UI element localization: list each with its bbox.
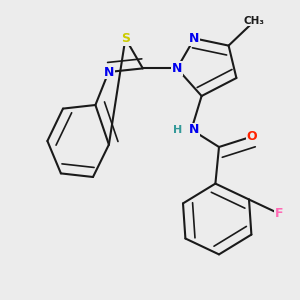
Text: O: O (247, 130, 257, 143)
Text: S: S (121, 32, 130, 45)
Text: F: F (275, 207, 283, 220)
Text: H: H (173, 124, 182, 135)
Text: N: N (103, 65, 114, 79)
Text: N: N (172, 62, 182, 75)
Text: CH₃: CH₃ (244, 16, 265, 26)
Text: N: N (189, 32, 200, 45)
Text: N: N (189, 123, 200, 136)
